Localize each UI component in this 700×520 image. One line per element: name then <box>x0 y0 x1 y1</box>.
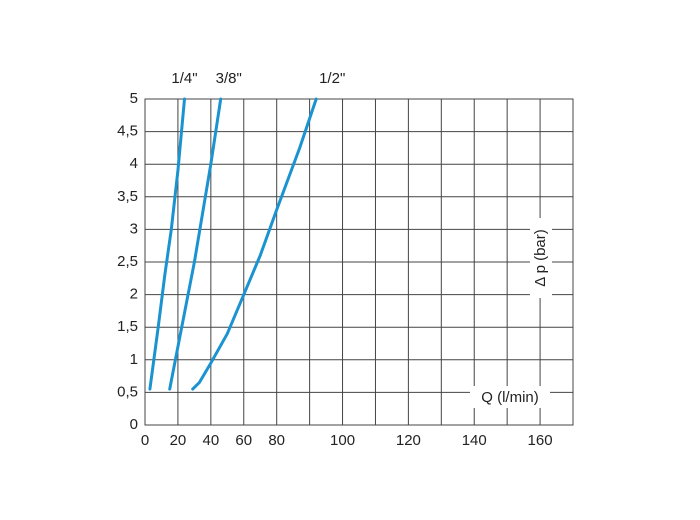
series-line <box>191 97 318 391</box>
y-tick-label: 3 <box>130 220 138 237</box>
series-line <box>168 97 223 391</box>
series-label: 1/2" <box>319 70 345 87</box>
x-tick-label: 120 <box>396 432 421 449</box>
x-tick-label: 160 <box>528 432 553 449</box>
y-tick-label: 4 <box>130 155 138 172</box>
y-tick-label: 4,5 <box>117 123 138 140</box>
x-tick-label: 60 <box>235 432 252 449</box>
plot-frame <box>144 98 574 426</box>
y-tick-label: 1,5 <box>117 318 138 335</box>
x-tick-label: 40 <box>203 432 220 449</box>
series-label: 3/8" <box>216 70 242 87</box>
series-line <box>148 97 186 391</box>
x-tick-label: 0 <box>141 432 149 449</box>
x-tick-label: 100 <box>330 432 355 449</box>
y-tick-label: 3,5 <box>117 188 138 205</box>
label-bg <box>470 386 550 408</box>
y-tick-label: 2,5 <box>117 253 138 270</box>
series-label: 1/4" <box>171 70 197 87</box>
y-tick-label: 5 <box>130 90 138 107</box>
x-tick-label: 140 <box>462 432 487 449</box>
x-tick-label: 20 <box>170 432 187 449</box>
x-tick-label: 80 <box>268 432 285 449</box>
y-axis-label: Δ p (bar) <box>532 229 549 287</box>
label-bg <box>530 218 552 298</box>
y-tick-label: 1 <box>130 351 138 368</box>
y-tick-label: 0 <box>130 416 138 433</box>
y-tick-label: 0,5 <box>117 383 138 400</box>
y-tick-label: 2 <box>130 286 138 303</box>
x-axis-label: Q (l/min) <box>481 389 539 406</box>
